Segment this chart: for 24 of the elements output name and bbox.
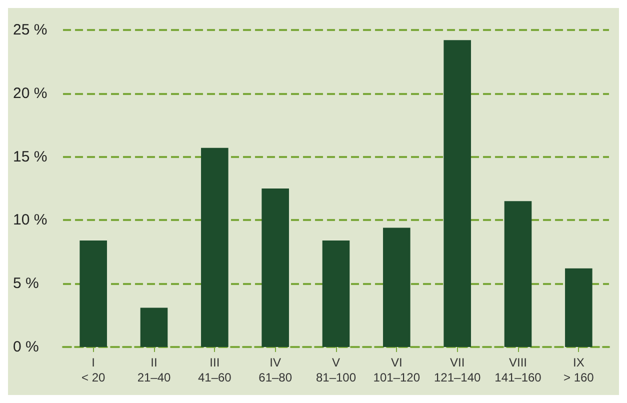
y-tick-label: 25 %	[13, 22, 48, 38]
bar	[322, 240, 350, 347]
bar	[201, 148, 228, 347]
bar	[565, 268, 592, 347]
bar	[80, 240, 107, 347]
y-tick-label: 20 %	[13, 84, 48, 102]
x-tick-label: I < 20	[81, 356, 106, 384]
x-tick-label: V 81–100	[316, 356, 356, 384]
x-tick-label: VII 121–140	[434, 356, 482, 384]
x-tick-label: VIII 141–160	[494, 356, 542, 384]
bar	[383, 228, 410, 347]
y-tick-label: 0 %	[13, 338, 39, 356]
x-tick-label: III 41–60	[198, 356, 232, 384]
x-tick-label: IV 61–80	[258, 356, 292, 384]
x-tick-label: II 21–40	[137, 356, 172, 384]
y-tick-label: 5 %	[13, 275, 39, 292]
bar	[444, 40, 471, 347]
x-tick-label: IX > 160	[563, 356, 594, 384]
y-tick-label: 15 %	[13, 148, 48, 166]
bar	[504, 201, 532, 347]
y-tick-label: 10 %	[13, 212, 48, 229]
bar	[262, 188, 289, 347]
bar	[140, 308, 168, 347]
x-tick-label: VI 101–120	[373, 356, 420, 384]
